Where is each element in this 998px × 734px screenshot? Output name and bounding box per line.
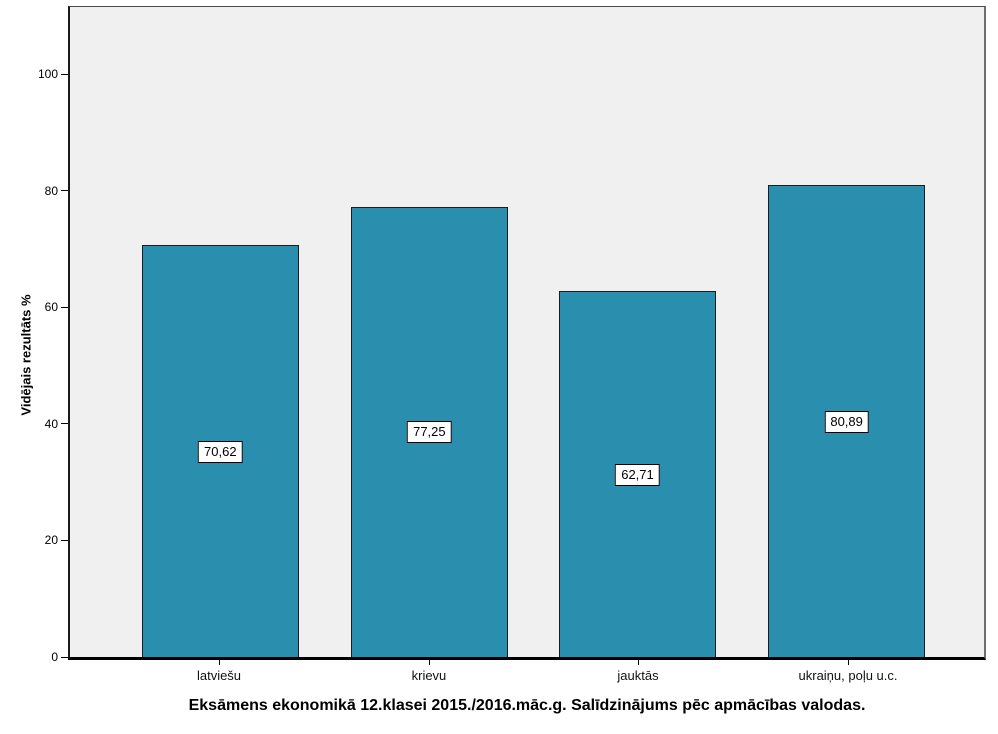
bar-value-label: 70,62: [198, 440, 243, 463]
bar-1: 77,25: [350, 206, 508, 657]
bar-value-label: 62,71: [615, 463, 660, 486]
y-tick-label: 40: [44, 416, 58, 431]
x-tick-mark: [428, 660, 430, 665]
y-tick-label: 60: [44, 300, 58, 315]
y-tick-mark: [61, 190, 68, 192]
y-tick-mark: [61, 656, 68, 658]
bar-3: 80,89: [768, 185, 926, 657]
bar-2: 62,71: [558, 291, 717, 657]
chart-title: Eksāmens ekonomikā 12.klasei 2015./2016.…: [188, 697, 866, 714]
y-tick-label: 0: [51, 650, 58, 664]
x-tick-mark: [219, 660, 220, 665]
y-tick-mark: [61, 423, 68, 425]
y-tick-label: 80: [44, 183, 58, 198]
y-tick-label: 100: [37, 67, 58, 82]
y-tick-label: 20: [44, 533, 58, 548]
y-axis-title: Vidējais rezultāts %: [18, 294, 34, 416]
x-axis-labels: latviešu krievu jauktās ukraiņu, poļu u.c.: [68, 660, 986, 690]
y-tick-mark: [61, 73, 68, 75]
x-category-label: ukraiņu, poļu u.c.: [798, 668, 898, 683]
y-tick-mark: [61, 539, 68, 541]
bar-value-label: 80,89: [824, 410, 869, 433]
plot-area: 0 20 40 60 80 100 70,62 77,25 62,71 80,89: [38, 6, 986, 663]
x-tick-mark: [637, 660, 639, 665]
x-tick-mark: [848, 660, 850, 665]
x-category-label: latviešu: [196, 668, 242, 683]
x-category-label: krievu: [411, 668, 447, 683]
y-tick-mark: [61, 306, 68, 308]
bar-value-label: 77,25: [407, 421, 452, 444]
bar-0: 70,62: [141, 245, 299, 657]
x-category-label: jauktās: [617, 668, 659, 683]
